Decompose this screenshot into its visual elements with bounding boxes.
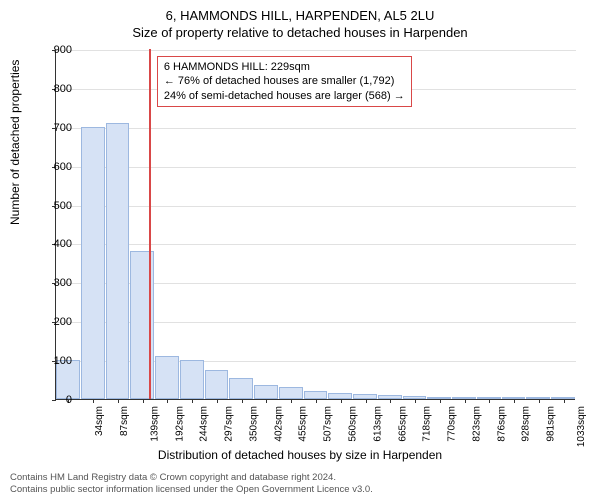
xtick-label: 718sqm xyxy=(422,406,433,442)
xtick-label: 613sqm xyxy=(372,406,383,442)
xtick-mark xyxy=(118,399,119,403)
xtick-mark xyxy=(316,399,317,403)
marker-line xyxy=(149,49,151,399)
histogram-bar xyxy=(205,370,229,399)
ytick-label: 300 xyxy=(54,277,72,289)
annotation-box: 6 HAMMONDS HILL: 229sqm← 76% of detached… xyxy=(157,56,412,107)
xtick-mark xyxy=(539,399,540,403)
xtick-mark xyxy=(514,399,515,403)
ytick-label: 500 xyxy=(54,200,72,212)
chart-container: 6, HAMMONDS HILL, HARPENDEN, AL5 2LU Siz… xyxy=(0,0,600,500)
xtick-label: 823sqm xyxy=(471,406,482,442)
ytick-label: 200 xyxy=(54,316,72,328)
xtick-mark xyxy=(366,399,367,403)
chart-title-sub: Size of property relative to detached ho… xyxy=(0,23,600,40)
xtick-mark xyxy=(167,399,168,403)
ytick-label: 800 xyxy=(54,83,72,95)
xtick-mark xyxy=(564,399,565,403)
x-axis-label: Distribution of detached houses by size … xyxy=(0,448,600,462)
histogram-bar xyxy=(155,356,179,399)
chart-area: 6 HAMMONDS HILL: 229sqm← 76% of detached… xyxy=(55,50,575,400)
gridline xyxy=(56,206,576,207)
xtick-label: 139sqm xyxy=(149,406,160,442)
histogram-bar xyxy=(81,127,105,399)
footer-line-2: Contains public sector information licen… xyxy=(10,484,373,496)
ytick-label: 900 xyxy=(54,44,72,56)
annotation-line: 24% of semi-detached houses are larger (… xyxy=(164,89,405,103)
xtick-label: 981sqm xyxy=(546,406,557,442)
xtick-label: 34sqm xyxy=(94,406,105,436)
histogram-bar xyxy=(304,391,328,399)
plot-area: 6 HAMMONDS HILL: 229sqm← 76% of detached… xyxy=(55,50,575,400)
ytick-label: 600 xyxy=(54,161,72,173)
ytick-label: 700 xyxy=(54,122,72,134)
histogram-bar xyxy=(229,378,253,399)
histogram-bar xyxy=(106,123,130,399)
xtick-mark xyxy=(143,399,144,403)
xtick-mark xyxy=(217,399,218,403)
chart-title-main: 6, HAMMONDS HILL, HARPENDEN, AL5 2LU xyxy=(0,0,600,23)
ytick-label: 100 xyxy=(54,355,72,367)
xtick-mark xyxy=(266,399,267,403)
xtick-mark xyxy=(415,399,416,403)
ytick-mark xyxy=(52,400,56,401)
xtick-label: 244sqm xyxy=(199,406,210,442)
xtick-label: 350sqm xyxy=(249,406,260,442)
gridline xyxy=(56,50,576,51)
xtick-label: 455sqm xyxy=(298,406,309,442)
xtick-mark xyxy=(291,399,292,403)
y-axis-label: Number of detached properties xyxy=(8,60,22,225)
xtick-label: 665sqm xyxy=(397,406,408,442)
xtick-label: 87sqm xyxy=(119,406,130,436)
xtick-mark xyxy=(341,399,342,403)
footer-line-1: Contains HM Land Registry data © Crown c… xyxy=(10,472,373,484)
ytick-label: 400 xyxy=(54,238,72,250)
histogram-bar xyxy=(254,385,278,399)
xtick-mark xyxy=(440,399,441,403)
xtick-mark xyxy=(489,399,490,403)
histogram-bar xyxy=(279,387,303,399)
xtick-label: 402sqm xyxy=(273,406,284,442)
gridline xyxy=(56,244,576,245)
annotation-line: 6 HAMMONDS HILL: 229sqm xyxy=(164,60,405,74)
xtick-label: 192sqm xyxy=(174,406,185,442)
footer-attribution: Contains HM Land Registry data © Crown c… xyxy=(10,472,373,496)
xtick-mark xyxy=(465,399,466,403)
xtick-mark xyxy=(242,399,243,403)
xtick-label: 770sqm xyxy=(447,406,458,442)
xtick-label: 297sqm xyxy=(224,406,235,442)
xtick-mark xyxy=(390,399,391,403)
gridline xyxy=(56,167,576,168)
xtick-label: 928sqm xyxy=(521,406,532,442)
xtick-label: 1033sqm xyxy=(576,406,587,447)
xtick-label: 507sqm xyxy=(323,406,334,442)
ytick-label: 0 xyxy=(66,394,72,406)
annotation-line: ← 76% of detached houses are smaller (1,… xyxy=(164,74,405,88)
xtick-label: 876sqm xyxy=(496,406,507,442)
xtick-mark xyxy=(192,399,193,403)
xtick-label: 560sqm xyxy=(348,406,359,442)
histogram-bar xyxy=(180,360,204,399)
gridline xyxy=(56,128,576,129)
xtick-mark xyxy=(93,399,94,403)
